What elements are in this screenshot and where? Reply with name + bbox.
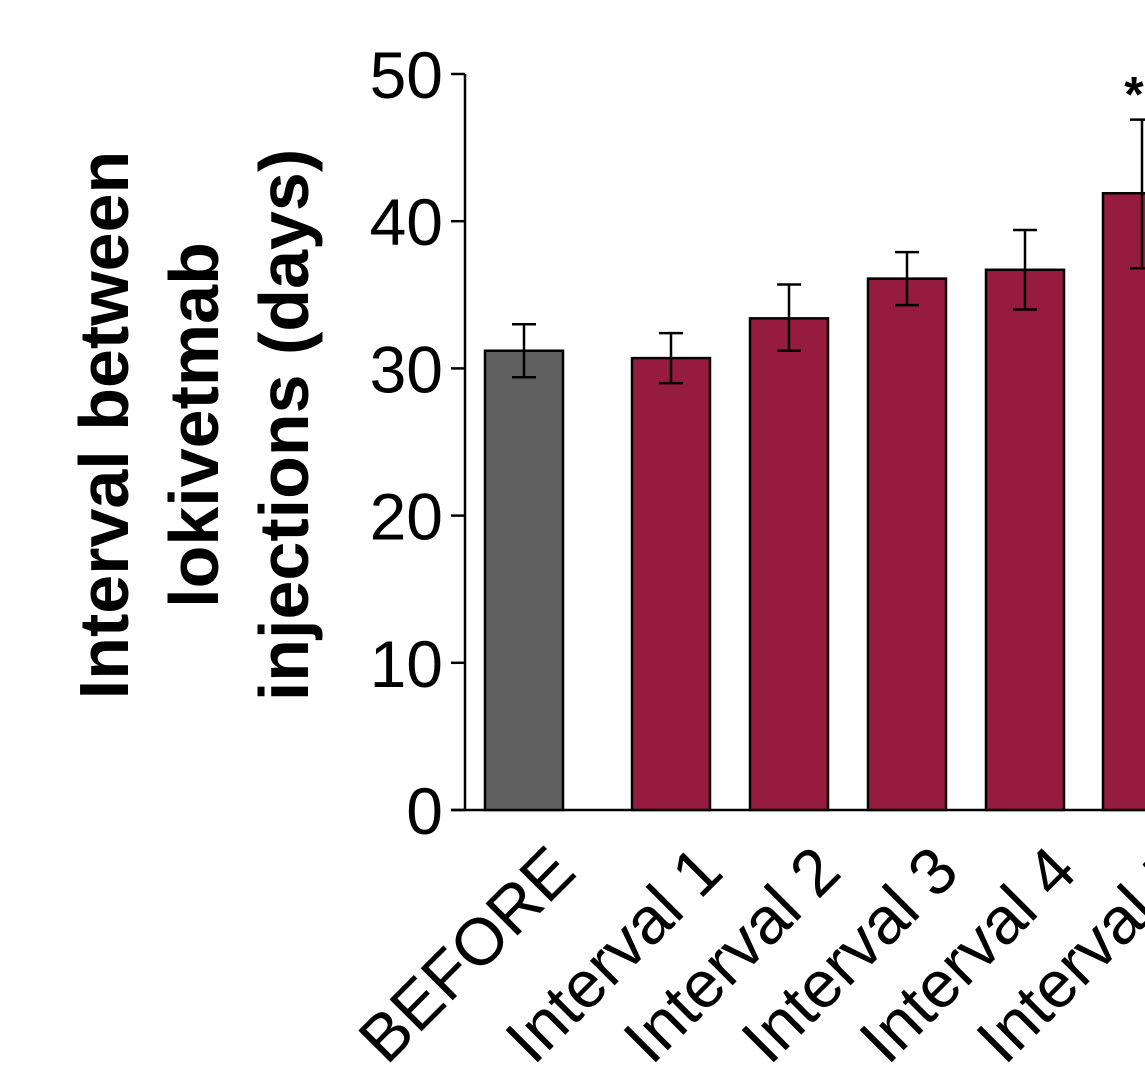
annotations: *: [1124, 67, 1144, 123]
error-bars: [512, 118, 1145, 385]
y-axis-label-line-2: lokivetmab: [155, 242, 233, 608]
error-bar-before: [512, 322, 536, 379]
bar-interval-4: [984, 268, 1066, 812]
y-tick-label-20: 20: [370, 480, 443, 554]
y-axis-label-line-3: injections (days): [245, 149, 323, 701]
bar-before: [483, 349, 565, 812]
bar-interval-3: [866, 277, 948, 812]
error-bar-interval-1: [659, 331, 683, 385]
error-bar-interval-2: [777, 283, 801, 352]
significance-marker: *: [1124, 67, 1144, 123]
y-tick-label-10: 10: [370, 627, 443, 701]
y-tick-label-0: 0: [406, 774, 443, 848]
y-tick-label-50: 50: [370, 38, 443, 112]
error-bar-interval-5: [1130, 118, 1145, 270]
bar-interval-1: [630, 356, 712, 812]
bar-interval-5: [1101, 191, 1145, 812]
bars: [483, 191, 1145, 812]
error-bar-interval-4: [1013, 228, 1037, 311]
y-axis-label-line-1: Interval between: [65, 151, 143, 700]
bar-interval-2: [748, 317, 830, 812]
y-axis: 0 10 20 30 40 50: [370, 38, 1145, 848]
y-tick-label-40: 40: [370, 185, 443, 259]
y-axis-label: Interval between lokivetmab injections (da…: [65, 149, 323, 701]
error-bar-interval-3: [895, 250, 919, 307]
y-tick-label-30: 30: [370, 332, 443, 406]
